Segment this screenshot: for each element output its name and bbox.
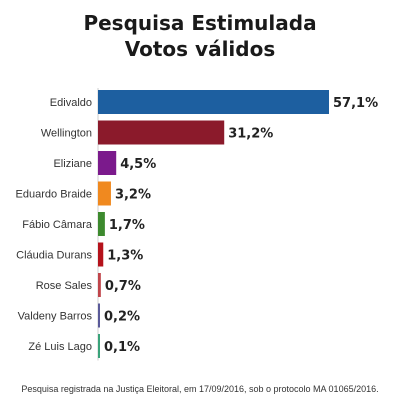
category-label: Rose Sales [36, 280, 93, 292]
chart-title: Pesquisa Estimulada [83, 11, 317, 35]
category-label: Fábio Câmara [22, 219, 93, 231]
value-label: 0,7% [105, 279, 141, 294]
bar [98, 273, 101, 297]
value-label: 3,2% [115, 188, 151, 203]
category-label: Edivaldo [50, 97, 92, 109]
value-label: 0,1% [104, 340, 140, 355]
value-label: 31,2% [228, 127, 273, 142]
bar [98, 90, 329, 114]
value-label: 1,7% [109, 218, 145, 233]
value-label: 4,5% [120, 157, 156, 172]
value-label: 57,1% [333, 96, 378, 111]
category-label: Cláudia Durans [16, 250, 92, 262]
bar [98, 334, 100, 358]
bar [98, 242, 104, 267]
chart-subtitle: Votos válidos [124, 37, 276, 61]
bar [98, 212, 105, 236]
value-label: 0,2% [104, 310, 140, 325]
bar [98, 181, 111, 206]
bar [98, 151, 117, 175]
category-label: Eduardo Braide [16, 189, 92, 201]
category-label: Zé Luis Lago [28, 341, 92, 353]
footnote: Pesquisa registrada na Justiça Eleitoral… [21, 384, 379, 394]
value-label: 1,3% [107, 249, 143, 264]
category-label: Eliziane [53, 158, 92, 170]
bar [98, 120, 225, 145]
category-label: Wellington [41, 128, 92, 140]
bar [98, 303, 100, 328]
category-label: Valdeny Barros [18, 311, 93, 323]
